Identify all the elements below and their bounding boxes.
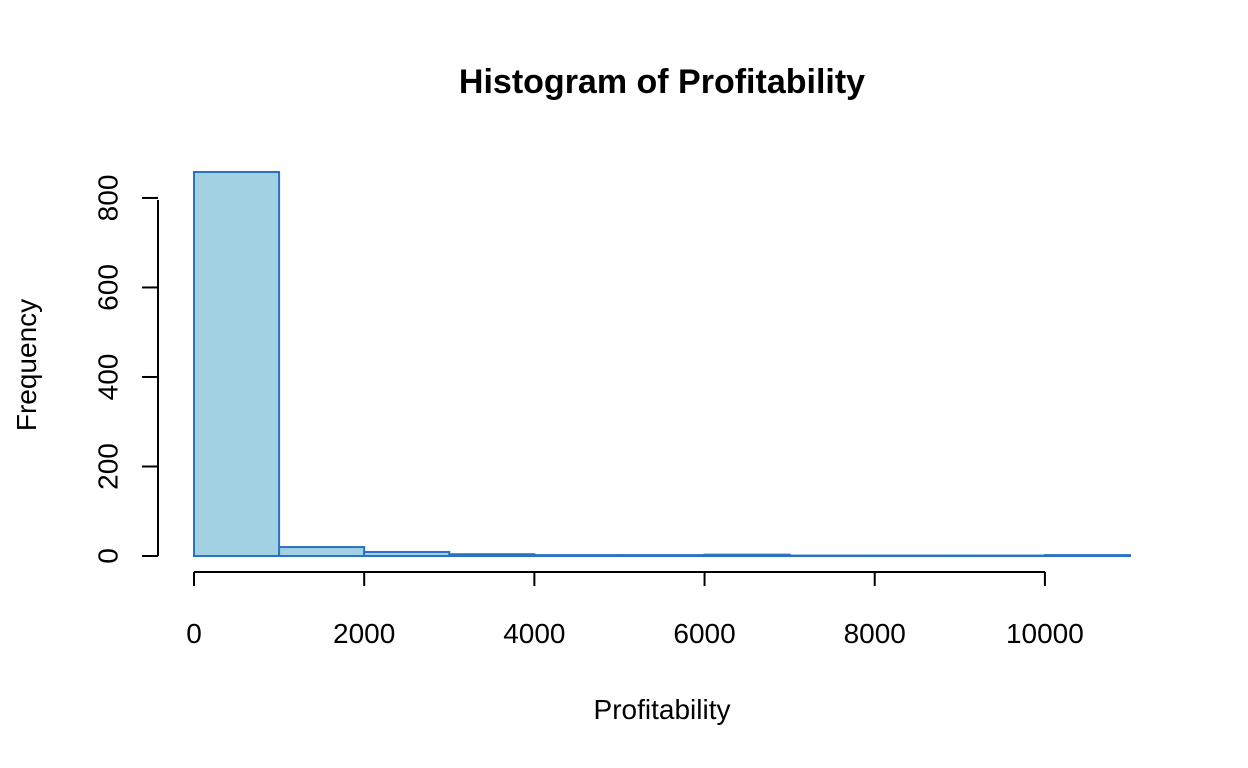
x-tick-label: 4000 — [503, 618, 565, 649]
y-tick-label: 0 — [93, 548, 124, 564]
y-tick-label: 800 — [93, 175, 124, 222]
x-tick-label: 0 — [186, 618, 202, 649]
histogram-bar-8 — [873, 554, 961, 558]
x-axis-ticks: 0 2000 4000 6000 8000 10000 — [186, 572, 1084, 649]
histogram-bar-10 — [1043, 554, 1131, 558]
x-tick-label: 10000 — [1006, 618, 1084, 649]
x-tick-label: 8000 — [844, 618, 906, 649]
histogram-bar-0 — [193, 171, 281, 557]
histogram-bar-1 — [278, 546, 366, 557]
x-axis: 0 2000 4000 6000 8000 10000 — [186, 571, 1084, 649]
histogram-bar-9 — [958, 554, 1046, 558]
histogram-bar-3 — [448, 553, 536, 557]
y-tick-label: 400 — [93, 354, 124, 401]
x-tick-label: 6000 — [673, 618, 735, 649]
y-axis-label: Frequency — [11, 299, 42, 431]
histogram-bar-2 — [363, 550, 451, 558]
histogram-bar-7 — [788, 554, 876, 558]
x-tick-label: 2000 — [333, 618, 395, 649]
x-axis-label: Profitability — [594, 694, 731, 725]
histogram-bars — [193, 171, 1131, 558]
chart-title: Histogram of Profitability — [459, 63, 865, 101]
histogram-bar-6 — [703, 553, 791, 558]
histogram-bar-5 — [618, 554, 706, 558]
y-tick-label: 200 — [93, 443, 124, 490]
histogram-bar-4 — [533, 554, 621, 558]
y-axis: 0 200 400 600 800 — [93, 175, 159, 564]
y-axis-ticks: 0 200 400 600 800 — [93, 175, 158, 564]
y-tick-label: 600 — [93, 264, 124, 311]
